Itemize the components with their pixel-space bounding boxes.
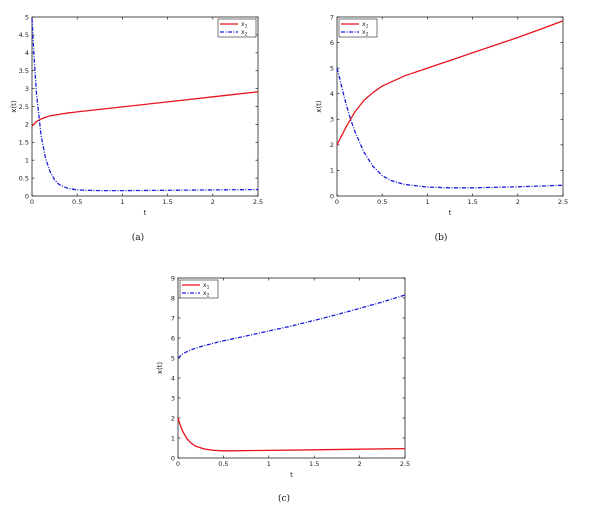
panel-caption: (c)	[278, 493, 290, 504]
x-tick-label: 0.5	[72, 198, 82, 206]
series-line-x1	[336, 20, 564, 146]
legend-entry-x1: x1	[241, 21, 248, 30]
panel-caption: (b)	[435, 232, 448, 243]
series-line-x2	[31, 18, 259, 192]
legend-box	[338, 18, 378, 38]
chart-panel-a: 0 0.5 1 1.5 2 2.5 0 0.5 1 1.5 2 2.5 3 3.5 4 4.5 5 t x(t) x1…	[10, 13, 263, 243]
y-tick-label: 1	[330, 167, 334, 175]
plot-frame	[177, 277, 406, 459]
x-tick-label: 0	[30, 198, 34, 206]
y-tick-label: 3	[171, 394, 175, 402]
series-line-x1	[31, 91, 259, 127]
x-tick-label: 2.5	[558, 198, 568, 206]
y-tick-label: 2	[171, 414, 175, 422]
x-tick-label: 2	[211, 198, 215, 206]
x-tick-label: 1.5	[309, 460, 319, 468]
series-line-x1	[177, 417, 406, 452]
x-tick-label: 2.5	[253, 198, 263, 206]
y-tick-label: 2	[330, 141, 334, 149]
y-tick-label: 6	[330, 39, 334, 47]
y-tick-label: 1	[171, 434, 175, 442]
y-tick-label: 4	[25, 49, 29, 57]
y-tick-label: 4.5	[19, 31, 29, 39]
y-tick-label: 0	[25, 192, 29, 200]
panel-caption: (a)	[132, 232, 144, 243]
y-tick-label: 3.5	[19, 67, 29, 75]
x-tick-label: 2	[358, 460, 362, 468]
x-tick-label: 0.5	[377, 198, 387, 206]
y-tick-label: 5	[171, 354, 175, 362]
y-axis-label: x(t)	[10, 100, 18, 113]
y-tick-label: 2.5	[19, 103, 29, 111]
plot-frame	[31, 16, 259, 197]
y-tick-label: 0	[330, 192, 334, 200]
x-tick-label: 1	[267, 460, 271, 468]
y-tick-label: 5	[330, 64, 334, 72]
y-tick-label: 4	[171, 374, 175, 382]
x-tick-label: 2.5	[400, 460, 410, 468]
x-tick-label: 0	[335, 198, 339, 206]
x-axis-label: t	[290, 471, 293, 479]
y-tick-label: 3	[25, 85, 29, 93]
legend-entry-x2: x2	[203, 290, 210, 299]
x-tick-label: 1	[120, 198, 124, 206]
y-tick-label: 6	[171, 334, 175, 342]
y-tick-label: 7	[330, 13, 334, 21]
x-tick-label: 1.5	[467, 198, 477, 206]
y-tick-label: 0	[171, 454, 175, 462]
y-tick-label: 9	[171, 274, 175, 282]
y-tick-label: 1.5	[19, 139, 29, 147]
y-tick-label: 7	[171, 314, 175, 322]
legend-entry-x1: x1	[362, 21, 369, 30]
legend-entry-x2: x2	[241, 29, 248, 38]
legend-entry-x2: x2	[362, 29, 369, 38]
y-axis-label: x(t)	[156, 362, 164, 375]
y-tick-label: 2	[25, 121, 29, 129]
legend-box	[217, 18, 257, 38]
y-tick-label: 1	[25, 157, 29, 165]
legend-box	[179, 279, 219, 299]
plot-frame	[336, 16, 564, 197]
y-tick-label: 0.5	[19, 174, 29, 182]
x-tick-label: 1	[425, 198, 429, 206]
y-tick-label: 5	[25, 13, 29, 21]
series-line-x2	[336, 67, 564, 189]
y-tick-label: 3	[330, 116, 334, 124]
series-line-x2	[177, 294, 406, 359]
legend-entry-x1: x1	[203, 282, 210, 291]
x-tick-label: 2	[516, 198, 520, 206]
x-tick-label: 0.5	[218, 460, 228, 468]
x-tick-label: 0	[176, 460, 180, 468]
x-axis-label: t	[144, 209, 147, 217]
y-tick-label: 4	[330, 90, 334, 98]
x-axis-label: t	[449, 209, 452, 217]
y-tick-label: 8	[171, 294, 175, 302]
x-tick-label: 1.5	[162, 198, 172, 206]
y-axis-label: x(t)	[315, 100, 323, 113]
